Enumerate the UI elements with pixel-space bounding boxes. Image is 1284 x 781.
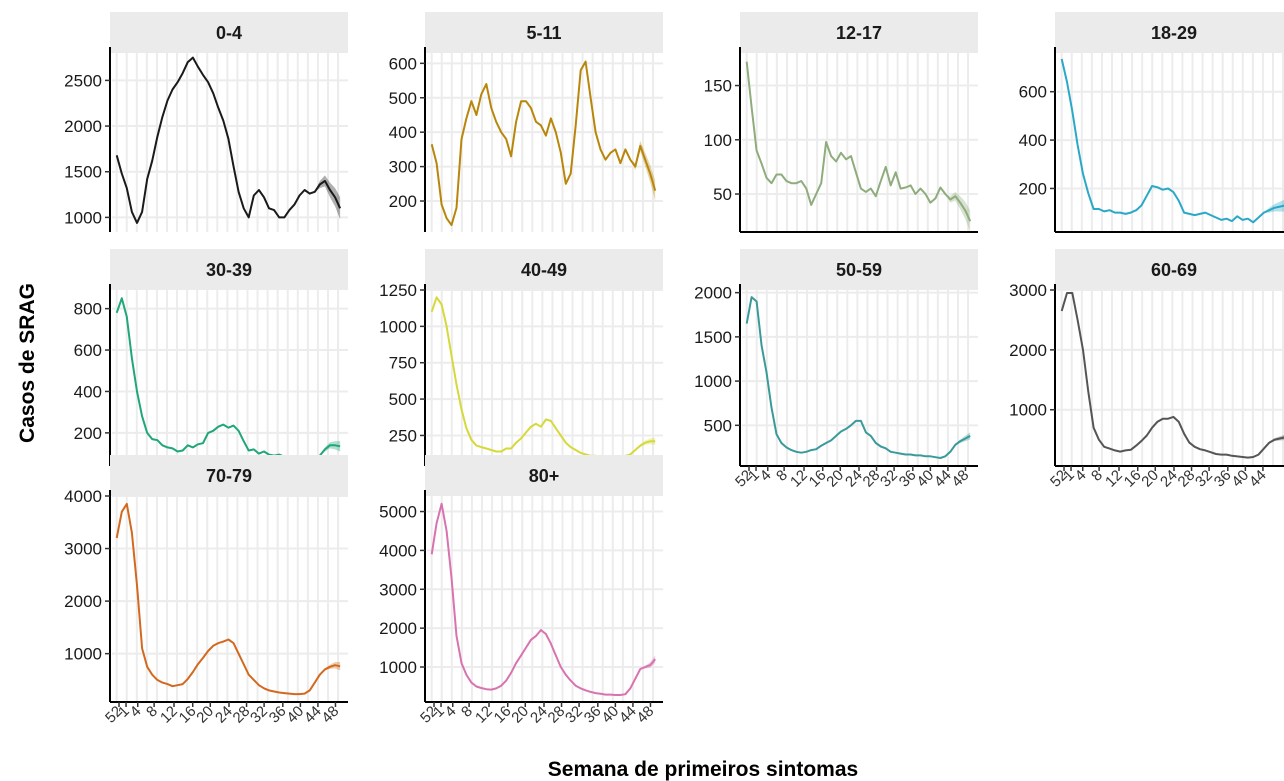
y-tick-label: 1000: [379, 658, 417, 677]
panel-50-59: 50-5950010001500200052148121620242832364…: [694, 249, 978, 491]
panel-title: 60-69: [1151, 260, 1197, 280]
y-tick-label: 400: [74, 382, 102, 401]
y-tick-label: 200: [74, 424, 102, 443]
strip-background: [1055, 249, 1284, 290]
panel-12-17: 12-17 50 100 150: [704, 12, 978, 233]
y-tick-label: 500: [389, 89, 417, 108]
y-tick-label: 600: [74, 341, 102, 360]
strip-background: [110, 455, 348, 496]
y-tick-label: 1000: [694, 372, 732, 391]
panel-30-39: 30-39 200 400 600 800: [74, 249, 348, 466]
x-tick-label: 8: [1088, 467, 1106, 485]
y-tick-label: 500: [389, 390, 417, 409]
strip-background: [425, 12, 663, 53]
series-line: [1060, 58, 1284, 224]
series-line: [115, 56, 342, 224]
y-tick-label: 4000: [64, 487, 102, 506]
strip-background: [425, 455, 663, 496]
panel-title: 50-59: [836, 260, 882, 280]
series-line: [430, 502, 656, 696]
y-tick-label: 2500: [64, 71, 102, 90]
uncertainty-band: [304, 175, 341, 220]
x-tick-label: 8: [773, 467, 791, 485]
y-tick-label: 500: [704, 416, 732, 435]
panel-0-4: 0-4 1000 1500 2000 2500: [64, 12, 348, 232]
series-line: [1060, 292, 1284, 459]
y-tick-label: 5000: [379, 503, 417, 522]
panel-title: 0-4: [216, 23, 242, 43]
panel-title: 80+: [529, 466, 560, 486]
y-tick-label: 50: [713, 185, 732, 204]
y-tick-label: 4000: [379, 541, 417, 560]
y-tick-label: 2000: [1009, 341, 1047, 360]
y-tick-label: 750: [389, 354, 417, 373]
strip-background: [740, 12, 978, 53]
chart-panels: 0-4 1000 1500 2000 2500 5-11 200 300 400 500 600 12…: [64, 12, 1284, 727]
panel-5-11: 5-11 200 300 400 500 600: [389, 12, 663, 232]
x-axis-label: Semana de primeiros sintomas: [548, 758, 858, 781]
x-tick-label: 44: [1246, 467, 1270, 491]
y-tick-label: 200: [1019, 179, 1047, 198]
y-tick-label: 600: [1019, 83, 1047, 102]
series-line: [430, 60, 657, 227]
y-tick-label: 2000: [64, 117, 102, 136]
panel-40-49: 40-49 250 500 750 1000 1250: [379, 249, 663, 466]
uncertainty-band: [1253, 434, 1284, 458]
y-tick-label: 200: [389, 192, 417, 211]
series-line: [745, 61, 972, 222]
y-tick-label: 1500: [694, 328, 732, 347]
y-tick-label: 2000: [694, 284, 732, 303]
y-tick-label: 1250: [379, 281, 417, 300]
y-tick-label: 2000: [379, 619, 417, 638]
y-tick-label: 400: [1019, 131, 1047, 150]
y-tick-label: 2000: [64, 592, 102, 611]
strip-background: [740, 249, 978, 290]
y-tick-label: 3000: [1009, 281, 1047, 300]
strip-background: [110, 12, 348, 53]
y-tick-label: 1000: [64, 645, 102, 664]
series-line: [115, 502, 341, 696]
y-tick-label: 3000: [379, 580, 417, 599]
y-tick-label: 250: [389, 426, 417, 445]
y-tick-label: 800: [74, 300, 102, 319]
series-line: [745, 296, 971, 459]
y-axis-label: Casos de SRAG: [16, 283, 39, 443]
x-tick-label: 8: [143, 703, 161, 721]
panel-title: 70-79: [206, 466, 252, 486]
y-tick-label: 1500: [64, 163, 102, 182]
x-tick-label: 48: [318, 703, 342, 727]
y-tick-label: 1000: [1009, 401, 1047, 420]
panel-title: 30-39: [206, 260, 252, 280]
y-tick-label: 100: [704, 131, 732, 150]
panel-80plus: 80+1000200030004000500052148121620242832…: [379, 455, 663, 727]
uncertainty-band: [935, 187, 971, 232]
y-tick-label: 400: [389, 123, 417, 142]
x-tick-label: 48: [633, 703, 657, 727]
x-tick-label: 8: [458, 703, 476, 721]
panel-70-79: 70-7910002000300040005214812162024283236…: [64, 455, 348, 727]
y-tick-label: 150: [704, 77, 732, 96]
panel-18-29: 18-29 200 400 600: [1019, 12, 1284, 233]
panel-title: 12-17: [836, 23, 882, 43]
y-tick-label: 1000: [379, 317, 417, 336]
y-tick-label: 1000: [64, 208, 102, 227]
x-tick-label: 48: [948, 467, 972, 491]
y-tick-label: 3000: [64, 540, 102, 559]
panel-title: 40-49: [521, 260, 567, 280]
series-line: [115, 297, 341, 462]
y-tick-label: 600: [389, 54, 417, 73]
panel-title: 5-11: [526, 23, 561, 43]
strip-background: [110, 249, 348, 290]
strip-background: [425, 249, 663, 290]
y-tick-label: 300: [389, 158, 417, 177]
strip-background: [1055, 12, 1284, 53]
panel-title: 18-29: [1151, 23, 1197, 43]
